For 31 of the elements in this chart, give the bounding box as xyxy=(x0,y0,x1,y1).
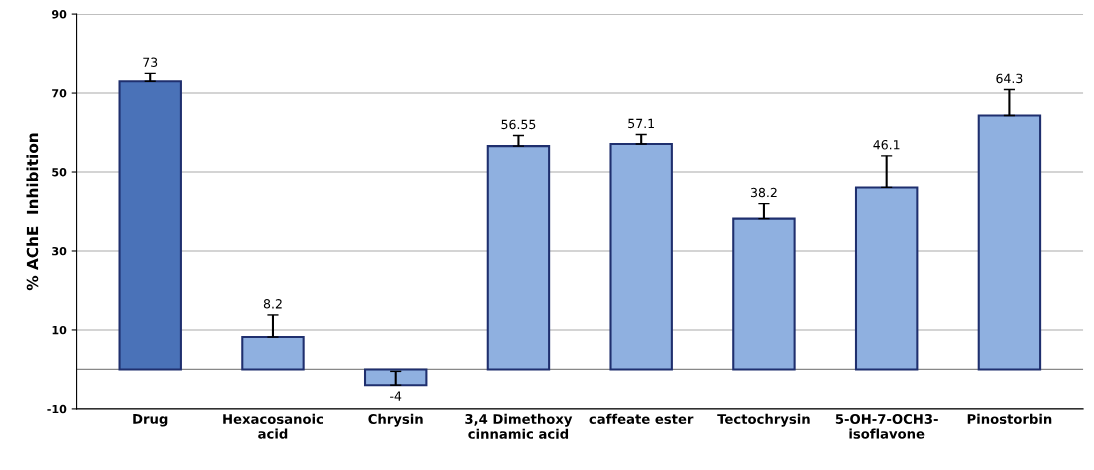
y-tick-label: -10 xyxy=(47,404,67,414)
x-tick-label: Pinostorbin xyxy=(967,413,1052,424)
y-axis-title: % AChE Inhibition xyxy=(26,133,39,291)
bar xyxy=(118,80,182,371)
bar xyxy=(732,217,796,371)
y-tick-label: 70 xyxy=(52,89,67,98)
data-label: 56.55 xyxy=(501,119,536,130)
x-tick-label: 5-OH-7-OCH3- isoflavone xyxy=(835,413,938,439)
bar xyxy=(363,368,428,387)
x-tick-label: 3,4 Dimethoxy cinnamic acid xyxy=(465,413,573,439)
data-label: 64.3 xyxy=(996,73,1023,84)
y-tick-label: 90 xyxy=(51,10,67,19)
x-tick-label: Chrysin xyxy=(368,413,423,427)
y-tick-label: 30 xyxy=(52,246,67,256)
bar xyxy=(977,114,1042,371)
x-tick-label: caffeate ester xyxy=(589,413,694,424)
data-label: 57.1 xyxy=(628,118,654,129)
bar xyxy=(486,145,551,371)
bar xyxy=(609,142,673,371)
x-tick-label: Tectochrysin xyxy=(717,413,810,427)
bar xyxy=(241,336,305,371)
data-label: 8.2 xyxy=(263,299,282,309)
data-label: 73 xyxy=(143,57,158,67)
bar xyxy=(854,186,919,371)
x-tick-label: Hexacosanoic acid xyxy=(223,413,324,439)
y-tick-label: 50 xyxy=(52,167,67,177)
x-tick-label: Drug xyxy=(133,414,168,427)
y-tick-label: 10 xyxy=(52,325,67,335)
data-label: 38.2 xyxy=(750,187,777,198)
data-label: -4 xyxy=(390,391,402,401)
data-label: 46.1 xyxy=(873,140,900,150)
